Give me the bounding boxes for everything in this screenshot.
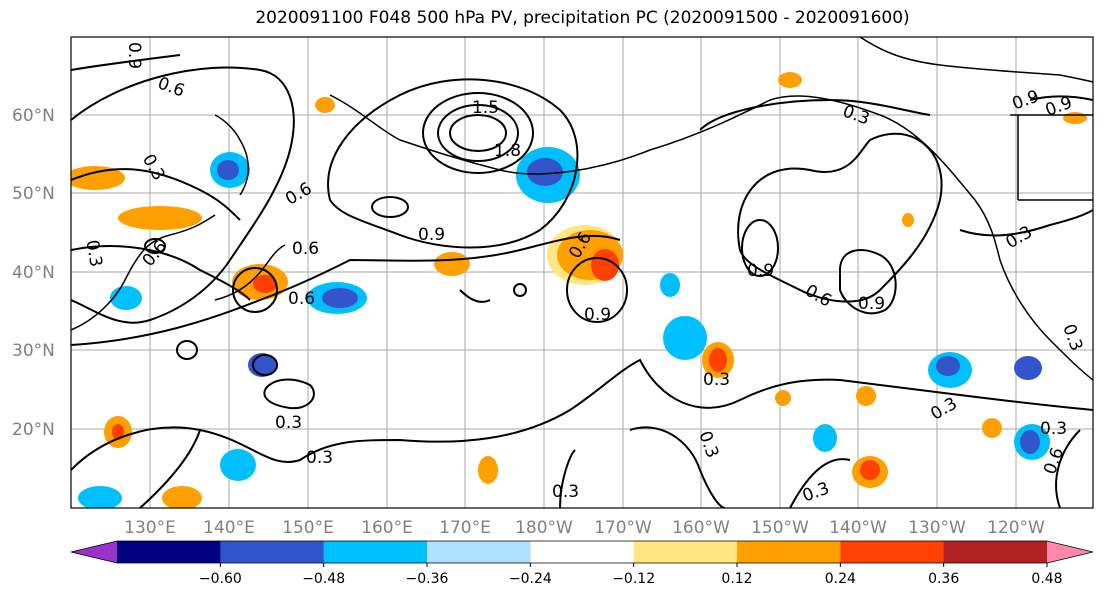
precip-blob [71,166,125,190]
colorbar-tick-label: −0.60 [199,571,242,587]
colorbar-extend-min [71,541,117,563]
colorbar-tick-label: −0.36 [406,571,449,587]
map-title: 2020091100 F048 500 hPa PV, precipitatio… [255,8,910,28]
precip-blob [936,356,960,376]
lon-label: 150°E [282,518,334,538]
lon-label: 160°E [361,518,413,538]
lon-label: 130°E [124,518,176,538]
lon-label: 150°W [751,518,809,538]
latitude-labels: 60°N 50°N 40°N 30°N 20°N [12,106,55,440]
precip-blob [1020,430,1040,454]
precip-blob [902,213,914,227]
colorbar-segment [427,541,531,563]
colorbar-segment [220,541,325,563]
colorbar-segment [530,541,635,563]
lon-label: 140°E [203,518,255,538]
contour-label: 0.9 [747,261,774,281]
precip-blob [709,348,727,372]
colorbar-tick-label: −0.24 [509,571,552,587]
contour-label: 0.3 [275,413,302,433]
colorbar-tick-label: 0.24 [825,571,856,587]
precip-blob [253,275,277,293]
precip-blob [527,158,563,186]
map-frame [70,36,1094,509]
colorbar-segment [633,541,738,563]
contour-label: 0.3 [81,238,105,268]
contour-label: 0.9 [124,42,144,69]
colorbar-segment [117,541,221,563]
colorbar-segment [943,541,1048,563]
contour-label: 0.6 [292,239,319,259]
colorbar: −0.60 −0.48 −0.36 −0.24 −0.12 0.12 0.24 0.36 0.4… [70,540,1094,587]
colorbar-segment [323,541,428,563]
precip-blob [982,418,1002,438]
contour-label: 1.5 [472,98,499,118]
contour-label: 0.6 [288,289,315,309]
colorbar-tick-label: −0.48 [302,571,345,587]
gridlines [71,37,1093,508]
precip-blob [220,449,256,481]
precip-blob [860,460,880,480]
contour-label: 0.3 [306,448,333,468]
precip-blob [110,286,142,310]
precip-blob [1014,356,1042,380]
contour-labels: 0.9 0.6 0.3 1.5 1.8 0.6 0.9 0.6 0.6 0.3 … [81,42,1086,506]
colorbar-tick-label: 0.48 [1031,571,1062,587]
lon-label: 180°W [515,518,573,538]
colorbar-segment [737,541,841,563]
precip-blob [315,97,335,113]
lat-label: 20°N [12,420,55,440]
colorbar-segment [840,541,945,563]
precip-blob [775,390,791,406]
colorbar-outline [70,540,1094,564]
lon-label: 170°E [439,518,491,538]
precip-blob [118,206,202,230]
contour-label: 0.9 [584,305,611,325]
lon-label: 140°W [829,518,887,538]
contour-label: 0.9 [858,294,885,314]
contour-label: 1.8 [494,141,521,161]
lon-label: 160°W [672,518,730,538]
lat-label: 40°N [12,263,55,283]
contour-label: 0.9 [418,225,445,245]
precip-blob [813,424,837,452]
precip-blob [856,386,876,406]
contour-label: 0.3 [552,482,579,502]
lon-label: 120°W [987,518,1045,538]
colorbar-tick-label: −0.12 [612,571,655,587]
colorbar-tick-label: 0.36 [928,571,959,587]
colorbar-ticks: −0.60 −0.48 −0.36 −0.24 −0.12 0.12 0.24 0.36 0.4… [199,563,1063,587]
colorbar-tick-label: 0.12 [721,571,752,587]
precip-blob [478,456,498,484]
precip-blob [591,249,619,281]
precip-blob [322,288,358,308]
precip-blob [78,486,122,508]
lon-label: 170°W [594,518,652,538]
precip-blob [660,273,680,297]
precip-blob [112,424,124,440]
contour-label: 0.3 [1040,419,1067,439]
longitude-labels: 130°E 140°E 150°E 160°E 170°E 180°W 170°… [124,518,1045,538]
precip-blob [778,72,802,88]
colorbar-extend-max [1047,541,1093,563]
lat-label: 30°N [12,341,55,361]
precip-blob [434,252,470,276]
lat-label: 50°N [12,184,55,204]
precip-shading [71,72,1087,508]
lat-label: 60°N [12,106,55,126]
lon-label: 130°W [908,518,966,538]
pv-contours [71,54,1093,508]
coastlines [71,37,1093,381]
precip-blob [162,486,202,508]
contour-label: 0.3 [703,370,730,390]
precip-blob [663,316,707,360]
precip-blob [217,160,239,180]
